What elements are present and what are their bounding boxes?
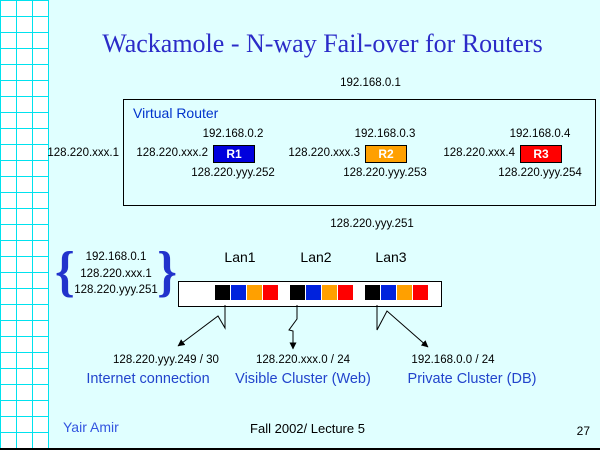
ip-stack-line-1: 192.168.0.1 xyxy=(85,251,147,263)
arrow-to-private-cluster xyxy=(376,305,429,348)
r3-ip-left: 128.220.xxx.4 xyxy=(443,147,515,159)
router-chip-r3: R3 xyxy=(520,145,562,163)
ip-stack-line-2: 128.220.xxx.1 xyxy=(80,267,152,280)
r1-ip-left: 128.220.xxx.2 xyxy=(136,147,208,159)
router-chip-r2: R2 xyxy=(365,145,407,163)
bottom-border-line xyxy=(0,448,600,450)
ip-stack-lines: 192.168.0.1 128.220.xxx.1 128.220.yyy.25… xyxy=(70,249,162,299)
grid-paper-strip xyxy=(0,0,49,450)
lan3-subnet: 192.168.0.0 / 24 xyxy=(411,354,495,366)
virtual-router-box: Virtual Router 192.168.0.2 128.220.xxx.2… xyxy=(123,99,596,206)
external-left-ip: 128.220.xxx.1 xyxy=(47,147,119,159)
nic-square-blue xyxy=(381,285,396,300)
r2-ip-left: 128.220.xxx.3 xyxy=(288,147,360,159)
page-title: Wackamole - N-way Fail-over for Routers xyxy=(102,29,543,58)
lan2-subnet: 128.220.xxx.0 / 24 xyxy=(256,354,350,366)
router-unit-r1: 192.168.0.2 128.220.xxx.2 R1 128.220.yyy… xyxy=(128,128,308,186)
lan2-description: Visible Cluster (Web) xyxy=(235,371,371,387)
lan3-nic-group xyxy=(365,285,428,300)
virtual-router-top-ip: 192.168.0.1 xyxy=(340,77,401,89)
right-brace: } xyxy=(157,239,177,303)
page-number: 27 xyxy=(576,424,590,438)
virtual-ip-stack: { 192.168.0.1 128.220.xxx.1 128.220.yyy.… xyxy=(55,240,177,303)
nic-square-black xyxy=(215,285,230,300)
nic-square-black xyxy=(290,285,305,300)
lan1-description: Internet connection xyxy=(86,371,210,387)
r2-ip-bottom: 128.220.yyy.253 xyxy=(343,167,427,179)
footer-course: Fall 2002/ Lecture 5 xyxy=(250,421,365,436)
footer-author: Yair Amir xyxy=(63,419,119,435)
arrow-to-internet xyxy=(177,305,226,347)
nic-square-blue xyxy=(306,285,321,300)
r2-ip-top: 192.168.0.3 xyxy=(354,128,416,140)
nic-square-orange xyxy=(397,285,412,300)
nic-square-orange xyxy=(247,285,262,300)
r1-ip-top: 192.168.0.2 xyxy=(202,128,264,140)
router-chip-r1: R1 xyxy=(213,145,255,163)
nic-square-red xyxy=(413,285,428,300)
virtual-router-bottom-ip: 128.220.yyy.251 xyxy=(330,218,414,230)
r3-ip-bottom: 128.220.yyy.254 xyxy=(498,167,582,179)
r3-ip-top: 192.168.0.4 xyxy=(509,128,571,140)
nic-square-black xyxy=(365,285,380,300)
router-unit-r2: 192.168.0.3 128.220.xxx.3 R2 128.220.yyy… xyxy=(280,128,460,186)
left-brace: { xyxy=(55,239,75,303)
virtual-router-label: Virtual Router xyxy=(133,105,219,121)
lan2-label: Lan2 xyxy=(300,249,332,265)
ip-stack-line-3: 128.220.yyy.251 xyxy=(74,284,158,296)
lan3-description: Private Cluster (DB) xyxy=(407,371,537,387)
router-unit-r3: 192.168.0.4 128.220.xxx.4 R3 128.220.yyy… xyxy=(435,128,600,186)
arrow-to-visible-cluster xyxy=(288,305,298,350)
nic-square-orange xyxy=(322,285,337,300)
lan1-nic-group xyxy=(215,285,278,300)
lan3-label: Lan3 xyxy=(375,249,407,265)
lan1-label: Lan1 xyxy=(224,249,256,265)
r1-ip-bottom: 128.220.yyy.252 xyxy=(191,167,275,179)
nic-square-red xyxy=(338,285,353,300)
nic-square-blue xyxy=(231,285,246,300)
lan1-subnet: 128.220.yyy.249 / 30 xyxy=(113,354,219,366)
lan-bus-box xyxy=(178,281,442,307)
nic-square-red xyxy=(263,285,278,300)
lan2-nic-group xyxy=(290,285,353,300)
